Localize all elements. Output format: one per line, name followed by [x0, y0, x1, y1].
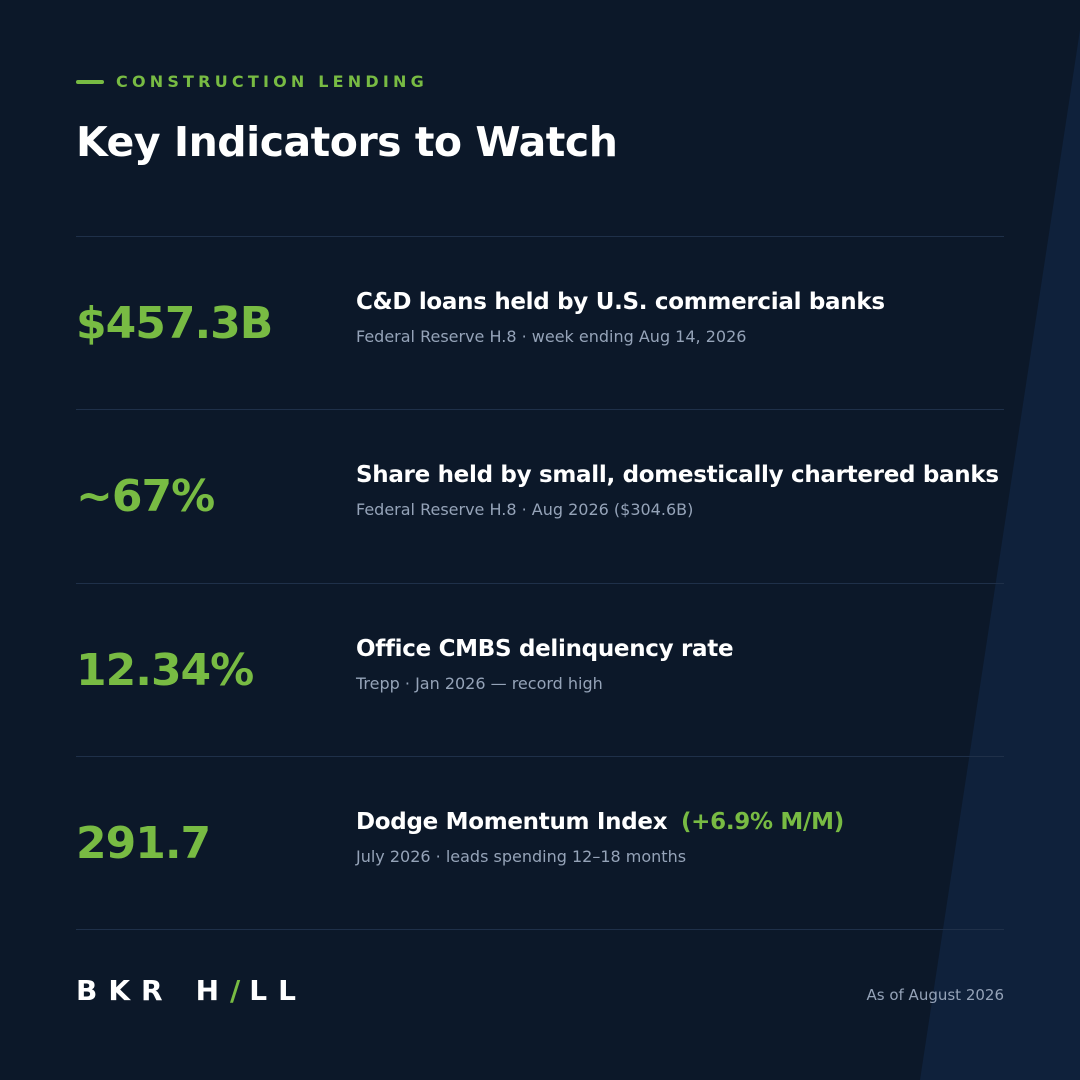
indicator-row-small-bank-share: ~67% Share held by small, domestically c… — [76, 410, 1004, 582]
eyebrow: CONSTRUCTION LENDING — [76, 72, 428, 91]
indicator-title-text: Dodge Momentum Index — [356, 809, 668, 835]
brand-logo: BKR H / LL — [76, 974, 307, 1007]
divider — [76, 756, 1004, 757]
indicator-value: 291.7 — [76, 817, 211, 869]
indicator-title: C&D loans held by U.S. commercial banks — [356, 289, 1006, 315]
divider — [76, 929, 1004, 930]
as-of-date: As of August 2026 — [866, 986, 1004, 1004]
logo-slash: / — [230, 974, 250, 1007]
divider — [76, 236, 1004, 237]
indicator-description: Share held by small, domestically charte… — [356, 462, 1006, 519]
indicator-title-text: C&D loans held by U.S. commercial banks — [356, 289, 885, 315]
indicator-row-cd-loans: $457.3B C&D loans held by U.S. commercia… — [76, 237, 1004, 409]
indicator-description: Office CMBS delinquency rate Trepp · Jan… — [356, 636, 1006, 693]
indicator-value: ~67% — [76, 470, 215, 522]
indicator-source: Trepp · Jan 2026 — record high — [356, 674, 603, 693]
indicator-row-office-cmbs: 12.34% Office CMBS delinquency rate Trep… — [76, 584, 1004, 756]
indicator-title-text: Share held by small, domestically charte… — [356, 462, 999, 488]
indicator-change-badge: (+6.9% M/M) — [680, 809, 844, 835]
indicator-card: CONSTRUCTION LENDING Key Indicators to W… — [76, 0, 1004, 1080]
logo-word-bkr: BKR — [76, 974, 174, 1007]
logo-word-ll: LL — [249, 974, 307, 1007]
indicator-description: C&D loans held by U.S. commercial banks … — [356, 289, 1006, 346]
indicator-source: Federal Reserve H.8 · Aug 2026 ($304.6B) — [356, 500, 694, 519]
logo-letter-h: H — [195, 974, 231, 1007]
footer: BKR H / LL As of August 2026 — [76, 974, 1004, 1014]
indicator-title: Office CMBS delinquency rate — [356, 636, 1006, 662]
indicator-value: 12.34% — [76, 644, 254, 696]
indicator-source: Federal Reserve H.8 · week ending Aug 14… — [356, 327, 747, 346]
indicator-value: $457.3B — [76, 297, 273, 349]
indicator-row-dodge-momentum: 291.7 Dodge Momentum Index (+6.9% M/M) J… — [76, 757, 1004, 929]
indicator-title: Share held by small, domestically charte… — [356, 462, 1006, 488]
indicator-description: Dodge Momentum Index (+6.9% M/M) July 20… — [356, 809, 1006, 866]
eyebrow-bar — [76, 79, 104, 84]
page-title: Key Indicators to Watch — [76, 118, 618, 166]
indicator-title: Dodge Momentum Index (+6.9% M/M) — [356, 809, 1006, 835]
indicator-title-text: Office CMBS delinquency rate — [356, 636, 734, 662]
divider — [76, 583, 1004, 584]
divider — [76, 409, 1004, 410]
eyebrow-label: CONSTRUCTION LENDING — [116, 72, 428, 91]
indicator-source: July 2026 · leads spending 12–18 months — [356, 847, 687, 866]
